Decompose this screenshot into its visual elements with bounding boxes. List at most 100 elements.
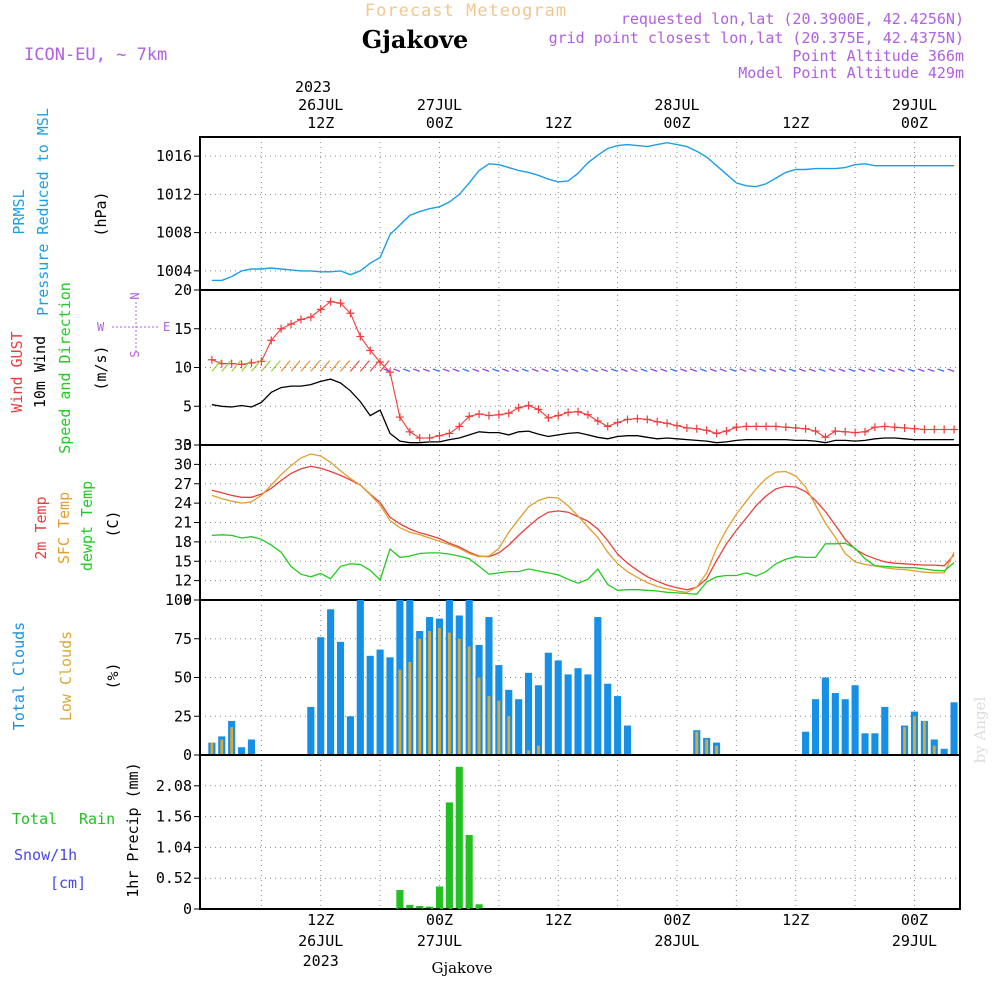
compass-n: N [128, 292, 142, 299]
wind-direction-arrow [472, 368, 480, 372]
wind-ytick-label: 0 [183, 436, 192, 454]
precipitation-frame [199, 754, 961, 910]
total-cloud-bar [950, 702, 958, 755]
clouds-ytick-label: 50 [174, 669, 192, 687]
model-altitude: Model Point Altitude 429m [738, 64, 964, 82]
wind-10m-label: 10m Wind [31, 336, 49, 408]
low-cloud-bar [477, 677, 481, 755]
pressure-ytick-label: 1012 [156, 185, 192, 203]
wind-direction-arrow [897, 368, 905, 372]
clouds-ytick-label: 100 [165, 591, 192, 609]
pressure-ytick-label: 1004 [156, 262, 192, 280]
top-time-label: 12Z [782, 114, 809, 132]
rain-bar [445, 802, 453, 909]
wind-direction-arrow [300, 360, 311, 372]
wind-direction-arrow [749, 368, 757, 372]
wind-ytick-label: 5 [183, 397, 192, 415]
wind-direction-arrow [349, 360, 360, 372]
t2m-line [211, 465, 955, 591]
low-cloud-bar [428, 631, 432, 755]
requested-coords: requested lon,lat (20.3900E, 42.4256N) [621, 10, 964, 28]
clouds-unit: (%) [104, 662, 122, 689]
wind-speed-dir-label: Speed and Direction [56, 282, 74, 454]
total-cloud-bar [366, 655, 374, 755]
prmsl-line [211, 141, 955, 282]
pressure-frame [199, 136, 961, 291]
low-cloud-bar [922, 720, 926, 755]
total-cloud-bar [534, 685, 542, 755]
top-time-label: 12Z [307, 114, 334, 132]
wind-direction-arrow [581, 368, 589, 372]
dewpt-line [211, 534, 955, 595]
wind-direction-arrow [878, 368, 885, 372]
total-label: Total [12, 810, 57, 828]
wind-direction-arrow [709, 368, 717, 372]
temperature-ytick-label: 9 [183, 591, 192, 609]
wind-direction-arrow [310, 360, 321, 372]
wind-direction-arrow [482, 368, 490, 372]
low-cloud-bar [438, 627, 441, 755]
total-cloud-bar [554, 660, 562, 755]
model-label: ICON-EU, ~ 7km [24, 45, 167, 65]
wind-panel: 0 5 10 15 20 [174, 281, 961, 454]
low-cloud-bar [695, 731, 699, 755]
wind-direction-arrow [917, 368, 925, 372]
bottom-time-label: 00Z [901, 911, 928, 929]
temperature-ytick-label: 24 [174, 494, 192, 512]
wind-direction-arrow [521, 368, 529, 372]
total-cloud-bar [614, 696, 622, 755]
temperature-ytick-label: 15 [174, 552, 192, 570]
total-cloud-bar [307, 706, 315, 755]
temperature-ytick-label: 21 [174, 514, 192, 532]
total-cloud-bar [336, 641, 345, 755]
rain-bar [435, 886, 444, 909]
total-cloud-bar [544, 652, 552, 755]
wind-direction-arrow [541, 368, 549, 372]
wind-direction-arrow [551, 368, 559, 372]
wind-ytick-label: 20 [174, 281, 192, 299]
total-cloud-bar [841, 699, 849, 755]
wind-direction-arrow [383, 368, 391, 372]
rain-bar [426, 906, 434, 909]
top-date-label: 26JUL [298, 96, 343, 114]
wind-direction-arrow [858, 368, 866, 372]
total-cloud-bar [594, 617, 602, 755]
low-cloud-bar [408, 662, 412, 755]
top-time-label: 12Z [545, 114, 572, 132]
temperature-ytick-label: 33 [174, 436, 192, 454]
total-cloud-bar [940, 748, 948, 755]
wind-direction-arrow [250, 360, 261, 372]
total-cloud-bar [564, 674, 572, 755]
top-year: 2023 [295, 78, 331, 96]
bottom-time-label: 12Z [782, 911, 809, 929]
low-cloud-bar [507, 716, 511, 755]
wind-direction-arrow [788, 368, 796, 372]
wind-direction-arrow [211, 360, 222, 372]
total-cloud-bar [386, 657, 394, 755]
rain-bar [455, 766, 463, 909]
rain-bar [406, 904, 414, 909]
wind-direction-arrow [320, 360, 331, 372]
low-cloud-bar [497, 700, 501, 755]
wind-direction-arrow [650, 368, 658, 372]
low-cloud-bar [230, 727, 234, 755]
low-cloud-bar [418, 638, 422, 755]
wind-direction-arrow [571, 368, 579, 372]
location-title: Gjakove [362, 25, 469, 54]
wind-direction-arrow [511, 368, 519, 372]
clouds-panel: 0 25 50 75 100 [165, 591, 961, 764]
top-date-label: 28JUL [654, 96, 699, 114]
wind-direction-arrow [719, 368, 727, 372]
point-altitude: Point Altitude 366m [792, 47, 964, 65]
wind-direction-arrow [769, 368, 777, 372]
wind-direction-arrow [699, 368, 707, 372]
wind-unit: (m/s) [92, 345, 110, 390]
total-cloud-bar [327, 609, 335, 755]
wind-direction-arrow [403, 368, 410, 372]
precipitation-ytick-label: 2.08 [156, 777, 192, 795]
wind-direction-arrow [630, 368, 638, 372]
low-cloud-bar [537, 745, 540, 755]
compass-rose: N S W E [97, 292, 170, 357]
total-clouds-label: Total Clouds [10, 622, 28, 730]
